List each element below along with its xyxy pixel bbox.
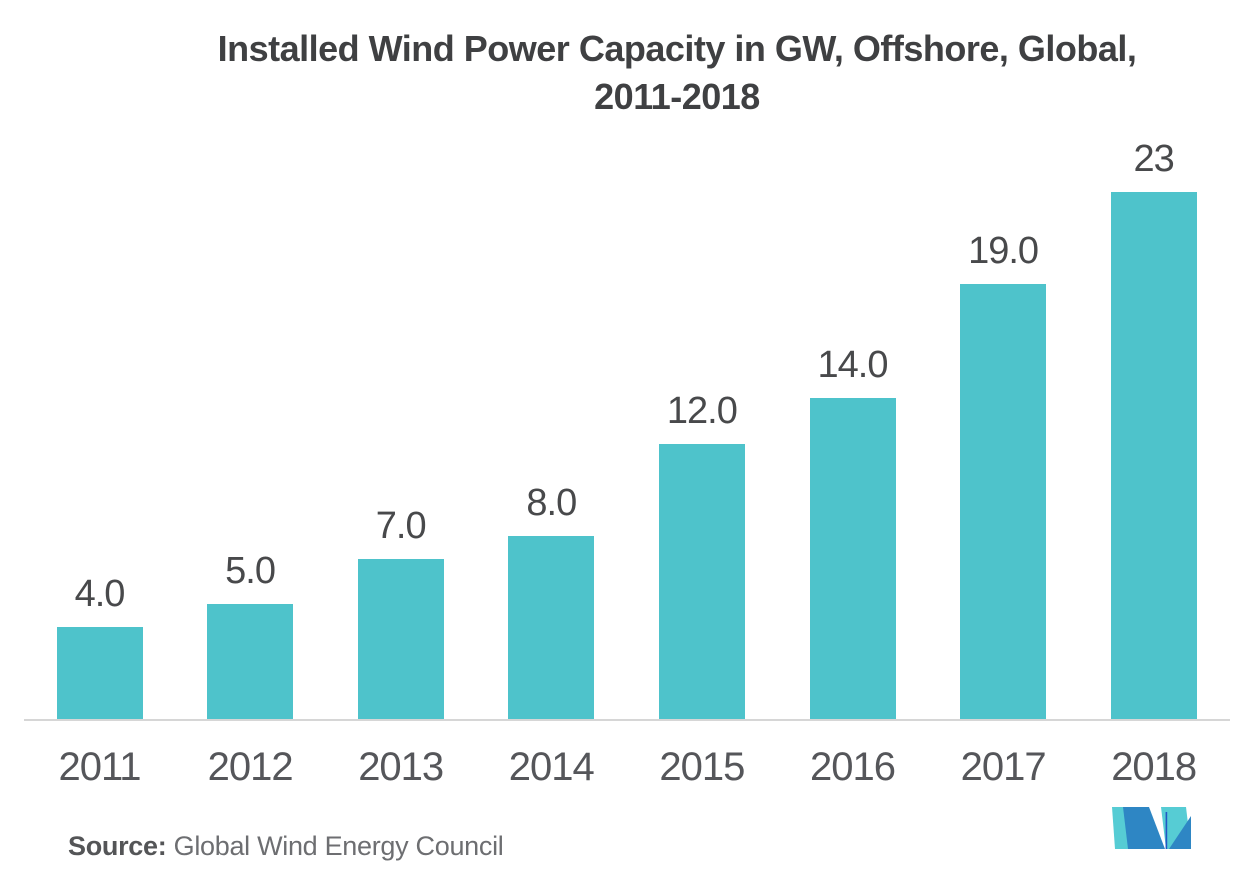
bar-2017 bbox=[960, 284, 1047, 719]
bar-2018 bbox=[1110, 192, 1197, 719]
logo-right-blue-triangle bbox=[1169, 816, 1191, 849]
x-axis-line bbox=[24, 719, 1230, 721]
x-tick-2014: 2014 bbox=[508, 745, 595, 789]
value-label-2012: 5.0 bbox=[225, 550, 276, 592]
mordor-intelligence-logo bbox=[1112, 807, 1191, 849]
bar-2014 bbox=[508, 536, 595, 719]
logo-accent-line bbox=[1165, 812, 1168, 849]
bar-2016 bbox=[809, 398, 896, 719]
value-label-2016: 14.0 bbox=[817, 344, 889, 386]
x-tick-2011: 2011 bbox=[58, 745, 141, 789]
x-tick-2012: 2012 bbox=[207, 745, 294, 789]
bar-2012 bbox=[207, 604, 294, 719]
x-tick-2015: 2015 bbox=[659, 745, 745, 789]
x-tick-2018: 2018 bbox=[1111, 745, 1197, 789]
value-label-2014: 8.0 bbox=[526, 482, 577, 524]
x-tick-2013: 2013 bbox=[358, 745, 444, 789]
x-tick-2017: 2017 bbox=[960, 745, 1047, 789]
bar-2015 bbox=[658, 444, 745, 719]
value-label-2017: 19.0 bbox=[968, 230, 1039, 272]
bar-2011 bbox=[56, 627, 143, 719]
value-label-2015: 12.0 bbox=[666, 390, 738, 432]
value-label-2011: 4.0 bbox=[74, 573, 126, 615]
value-label-2013: 7.0 bbox=[375, 505, 427, 547]
chart-title-line1: Installed Wind Power Capacity in GW, Off… bbox=[217, 28, 1137, 69]
source-label: Source: bbox=[68, 831, 167, 861]
value-label-2018: 23 bbox=[1133, 138, 1175, 180]
logo-left-blue-stroke bbox=[1123, 807, 1165, 849]
chart-title-line2: 2011-2018 bbox=[594, 76, 760, 117]
source-text: Global Wind Energy Council bbox=[166, 831, 504, 861]
x-tick-2016: 2016 bbox=[810, 745, 896, 789]
bar-2013 bbox=[357, 559, 444, 719]
source-note: Source: Global Wind Energy Council bbox=[68, 831, 504, 862]
